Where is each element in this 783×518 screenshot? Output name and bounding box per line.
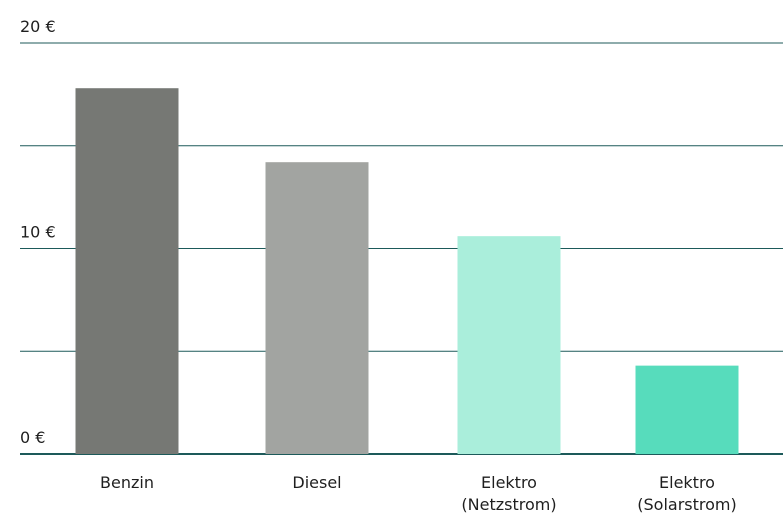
x-tick-label: Elektro (Netzstrom) bbox=[461, 473, 556, 514]
bar-1 bbox=[75, 88, 179, 455]
x-tick-label-line: Benzin bbox=[100, 473, 154, 492]
bar-4 bbox=[635, 365, 739, 454]
x-tick-label-line: Elektro bbox=[481, 473, 537, 492]
x-tick-label: Diesel bbox=[292, 473, 341, 492]
y-tick-label: 0 € bbox=[20, 428, 45, 447]
y-tick-label: 10 € bbox=[20, 223, 56, 242]
x-tick-label: Elektro (Solarstrom) bbox=[637, 473, 736, 514]
x-tick-label-line: (Solarstrom) bbox=[637, 495, 736, 514]
bars bbox=[75, 88, 739, 455]
y-tick-label: 20 € bbox=[20, 17, 56, 36]
x-axis-tick-labels: Benzin Diesel Elektro (Netzstrom) Elektro (So… bbox=[100, 473, 737, 514]
x-tick-label-line: Elektro bbox=[659, 473, 715, 492]
bar-3 bbox=[457, 236, 561, 454]
x-tick-label-line: (Netzstrom) bbox=[461, 495, 556, 514]
x-tick-label-line: Diesel bbox=[292, 473, 341, 492]
bar-2 bbox=[265, 162, 369, 454]
x-tick-label: Benzin bbox=[100, 473, 154, 492]
y-axis-tick-labels: 0 € 10 € 20 € bbox=[20, 17, 56, 447]
